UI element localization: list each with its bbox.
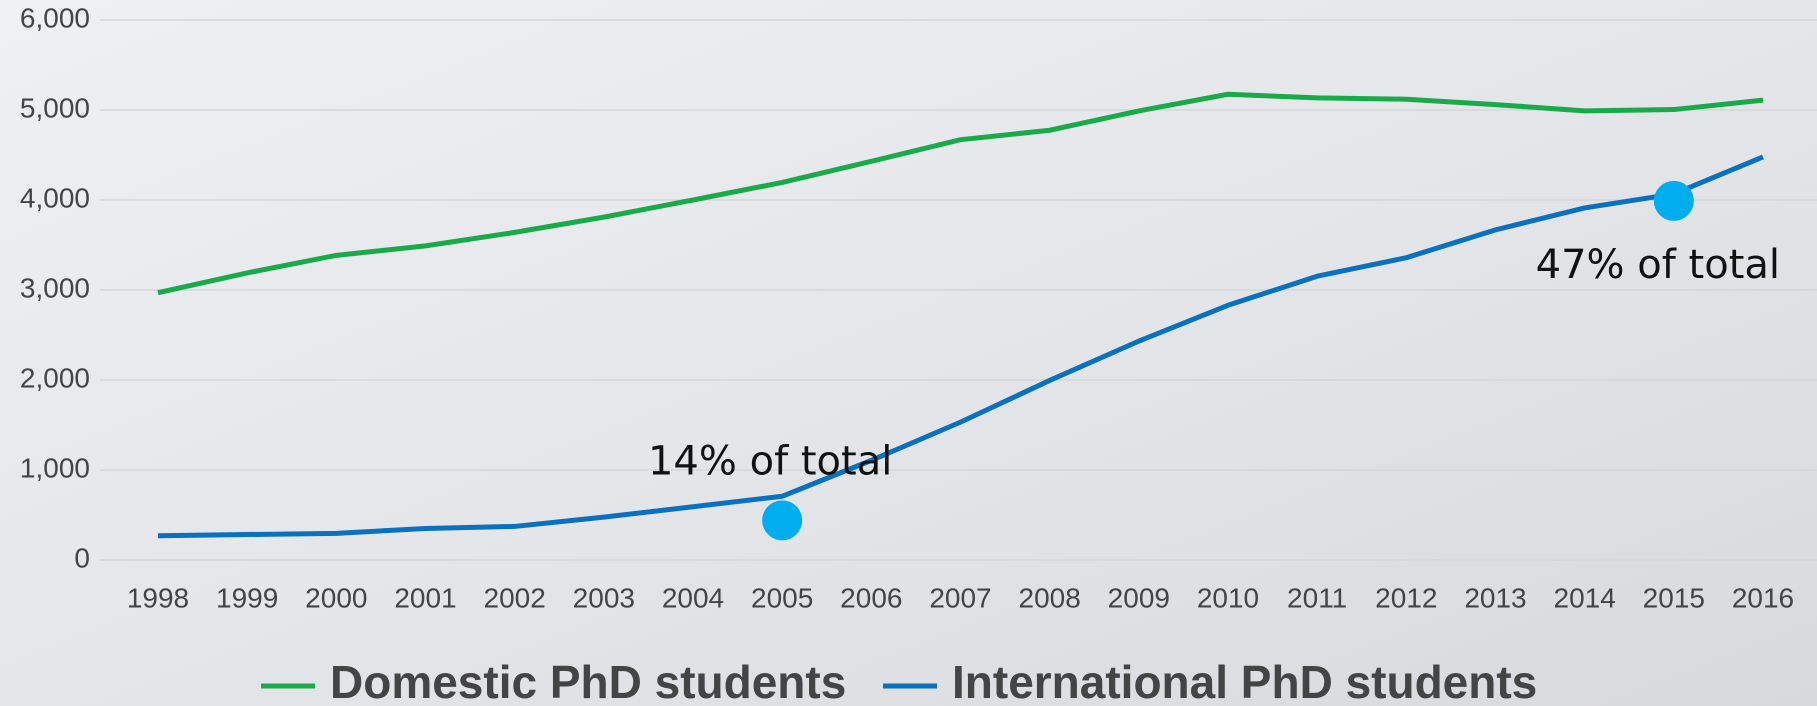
x-tick-label: 2011 [1287, 582, 1347, 613]
legend-label: International PhD students [952, 656, 1537, 706]
y-tick-label: 6,000 [20, 2, 90, 33]
annotation-marker [762, 500, 803, 541]
x-tick-label: 2015 [1643, 582, 1705, 613]
y-tick-label: 4,000 [20, 182, 90, 213]
annotation-text: 14% of total [648, 438, 892, 484]
y-tick-label: 2,000 [20, 362, 90, 393]
y-tick-label: 3,000 [20, 272, 90, 303]
x-tick-label: 2005 [751, 582, 813, 613]
y-tick-label: 1,000 [20, 452, 90, 483]
y-tick-label: 0 [74, 542, 90, 573]
legend-label: Domestic PhD students [330, 656, 846, 706]
x-tick-label: 2007 [929, 582, 991, 613]
x-tick-label: 1998 [127, 582, 189, 613]
x-tick-label: 2012 [1375, 582, 1437, 613]
x-tick-label: 2004 [662, 582, 724, 613]
x-tick-label: 2010 [1197, 582, 1259, 613]
x-tick-label: 2006 [840, 582, 902, 613]
y-tick-label: 5,000 [20, 92, 90, 123]
x-tick-label: 2000 [305, 582, 367, 613]
series-line [157, 91, 1764, 296]
x-tick-label: 2016 [1732, 582, 1794, 613]
x-tick-label: 2013 [1464, 582, 1526, 613]
series-line [157, 154, 1764, 539]
x-tick-label: 2001 [394, 582, 456, 613]
annotation-marker [1653, 180, 1694, 221]
annotation-text: 47% of total [1536, 242, 1780, 288]
x-tick-label: 2014 [1554, 582, 1616, 613]
x-tick-label: 1999 [216, 582, 278, 613]
x-tick-label: 2002 [484, 582, 546, 613]
x-tick-label: 2003 [573, 582, 635, 613]
x-tick-label: 2008 [1019, 582, 1081, 613]
x-tick-label: 2009 [1108, 582, 1170, 613]
